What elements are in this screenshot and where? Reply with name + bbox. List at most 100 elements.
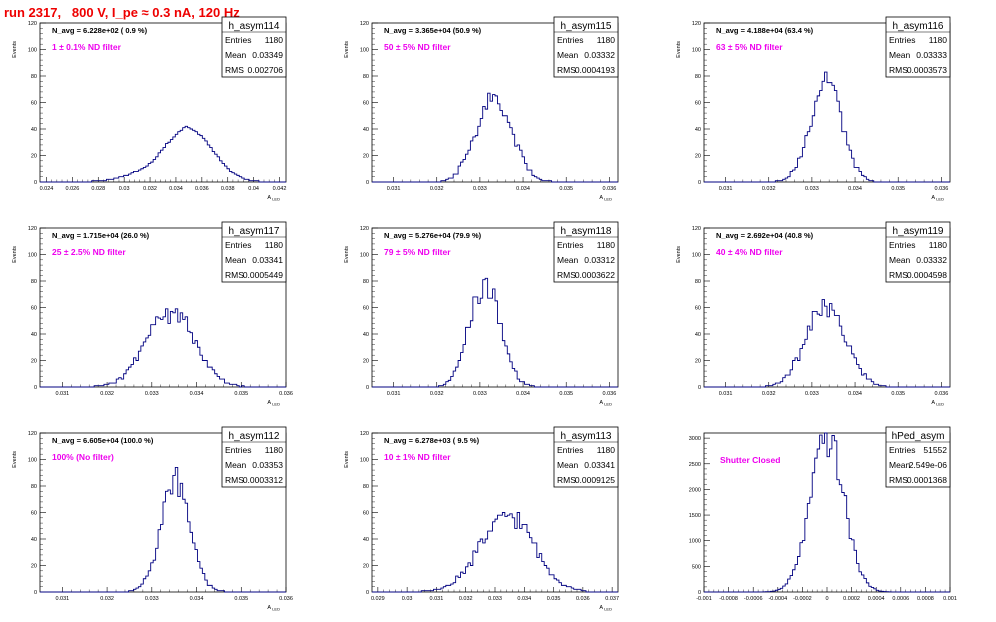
histogram-panel-h_asym112: 0 20 40 60 80 100 120 0.031 0.032 0.033 0.034 0.035…: [12, 426, 293, 612]
x-tick-label: 0.033: [805, 391, 819, 397]
stat-entries-value: 51552: [923, 445, 947, 455]
histogram-panel-h_asym117: 0 20 40 60 80 100 120 0.031 0.032 0.033 0.034 0.035…: [12, 221, 293, 407]
stat-rms-value: 0.0003622: [575, 270, 615, 280]
stats-box: [885, 221, 951, 283]
filter-label: 10 ± 1% ND filter: [384, 452, 451, 462]
x-axis-label: A LED: [931, 400, 944, 407]
x-tick-label: -0.0004: [768, 596, 787, 602]
x-tick-label: 0.031: [719, 391, 733, 397]
y-tick-label: 60: [31, 101, 37, 107]
stats-box: [885, 16, 951, 78]
histogram-line: [40, 467, 286, 593]
stat-rms-value: 0.0003312: [243, 475, 283, 485]
stat-mean-value: 0.03341: [252, 255, 283, 265]
stat-rms-value: 0.0005449: [243, 270, 283, 280]
stat-entries-label: Entries: [889, 240, 915, 250]
x-axis-label: A LED: [267, 605, 280, 612]
y-tick-label: 20: [31, 154, 37, 160]
y-tick-label: 100: [360, 253, 369, 259]
filter-label: 40 ± 4% ND filter: [716, 247, 783, 257]
x-tick-label: 0.001: [943, 596, 957, 602]
y-tick-label: 0: [34, 385, 37, 391]
stats-box: [221, 426, 287, 488]
stat-rms-label: RMS: [889, 270, 908, 280]
histogram-panel-h_asym118: 0 20 40 60 80 100 120 0.031 0.032 0.033 0.034 0.035…: [344, 221, 619, 407]
stat-rms-value: 0.002706: [248, 65, 284, 75]
histogram-name: hPed_asym: [892, 431, 945, 442]
stat-entries-value: 1180: [265, 240, 284, 250]
y-tick-label: 60: [363, 101, 369, 107]
x-tick-label: -0.001: [696, 596, 712, 602]
x-tick-label: 0.031: [55, 596, 69, 602]
x-tick-label: 0.034: [517, 596, 531, 602]
histogram-name: h_asym117: [229, 226, 280, 237]
y-tick-label: 100: [28, 48, 37, 54]
x-tick-label: 0.031: [719, 186, 733, 192]
x-tick-label: 0.0002: [843, 596, 860, 602]
histogram-name: h_asym114: [229, 21, 280, 32]
x-tick-label: 0.035: [891, 391, 905, 397]
stat-mean-label: Mean: [557, 50, 579, 60]
y-axis-label: Events: [12, 246, 18, 263]
histogram-line: [372, 92, 618, 183]
stat-entries-value: 1180: [597, 445, 616, 455]
filter-label: 79 ± 5% ND filter: [384, 247, 451, 257]
x-tick-label: 0.031: [55, 391, 69, 397]
y-tick-label: 20: [31, 359, 37, 365]
y-tick-label: 40: [363, 332, 369, 338]
x-tick-label: 0.042: [273, 186, 287, 192]
stats-box: [221, 16, 287, 78]
stat-entries-value: 1180: [265, 445, 284, 455]
histogram-panel-h_asym119: 0 20 40 60 80 100 120 0.031 0.032 0.033 0.034 0.035…: [676, 221, 951, 407]
y-tick-label: 0: [366, 385, 369, 391]
stat-entries-label: Entries: [889, 445, 915, 455]
x-tick-label: 0.031: [387, 391, 401, 397]
stat-mean-label: Mean: [889, 255, 911, 265]
x-tick-label: 0.036: [934, 391, 948, 397]
x-tick-label: 0.032: [100, 391, 114, 397]
y-tick-label: 40: [31, 127, 37, 133]
y-axis-label: Events: [344, 41, 350, 58]
stats-box: [553, 426, 619, 488]
x-tick-label: 0.034: [848, 391, 862, 397]
histogram-line: [704, 71, 950, 183]
navg-label: N_avg = 6.605e+04 (100.0 %): [52, 436, 154, 445]
stats-box: [221, 221, 287, 283]
x-tick-label: 0.0006: [892, 596, 909, 602]
x-tick-label: 0.033: [473, 186, 487, 192]
y-tick-label: 120: [360, 21, 369, 27]
navg-label: N_avg = 1.715e+04 (26.0 %): [52, 231, 150, 240]
y-tick-label: 60: [695, 101, 701, 107]
y-tick-label: 60: [31, 511, 37, 517]
histogram-panel-hPed_asym: 0 500 1000 1500 2000 2500 3000 -0.001 -0.0008 -0.…: [689, 426, 957, 602]
x-tick-label: -0.0008: [719, 596, 738, 602]
stat-mean-value: 2.549e-06: [909, 460, 948, 470]
stat-rms-value: 0.0004193: [575, 65, 615, 75]
x-tick-label: 0.034: [169, 186, 183, 192]
stat-rms-value: 0.0004598: [907, 270, 947, 280]
x-tick-label: 0.032: [459, 596, 473, 602]
x-tick-label: 0.036: [602, 391, 616, 397]
y-tick-label: 80: [31, 484, 37, 490]
stat-rms-label: RMS: [889, 65, 908, 75]
x-tick-label: 0.034: [190, 391, 204, 397]
stat-entries-label: Entries: [557, 445, 583, 455]
y-tick-label: 0: [698, 180, 701, 186]
x-tick-label: 0.036: [195, 186, 209, 192]
stat-rms-value: 0.0001368: [907, 475, 947, 485]
x-tick-label: 0.034: [516, 391, 530, 397]
x-tick-label: -0.0002: [793, 596, 812, 602]
histogram-name: h_asym118: [561, 226, 612, 237]
stats-box: [553, 16, 619, 78]
stat-mean-value: 0.03341: [584, 460, 615, 470]
navg-label: N_avg = 5.276e+04 (79.9 %): [384, 231, 482, 240]
y-axis-label: Events: [676, 246, 682, 263]
y-tick-label: 0: [698, 385, 701, 391]
y-tick-label: 120: [692, 21, 701, 27]
x-tick-label: 0.033: [473, 391, 487, 397]
x-tick-label: 0.036: [279, 391, 293, 397]
x-tick-label: 0.034: [848, 186, 862, 192]
x-axis-label: A LED: [599, 400, 612, 407]
stat-rms-label: RMS: [225, 65, 244, 75]
x-axis-label: A LED: [267, 195, 280, 202]
